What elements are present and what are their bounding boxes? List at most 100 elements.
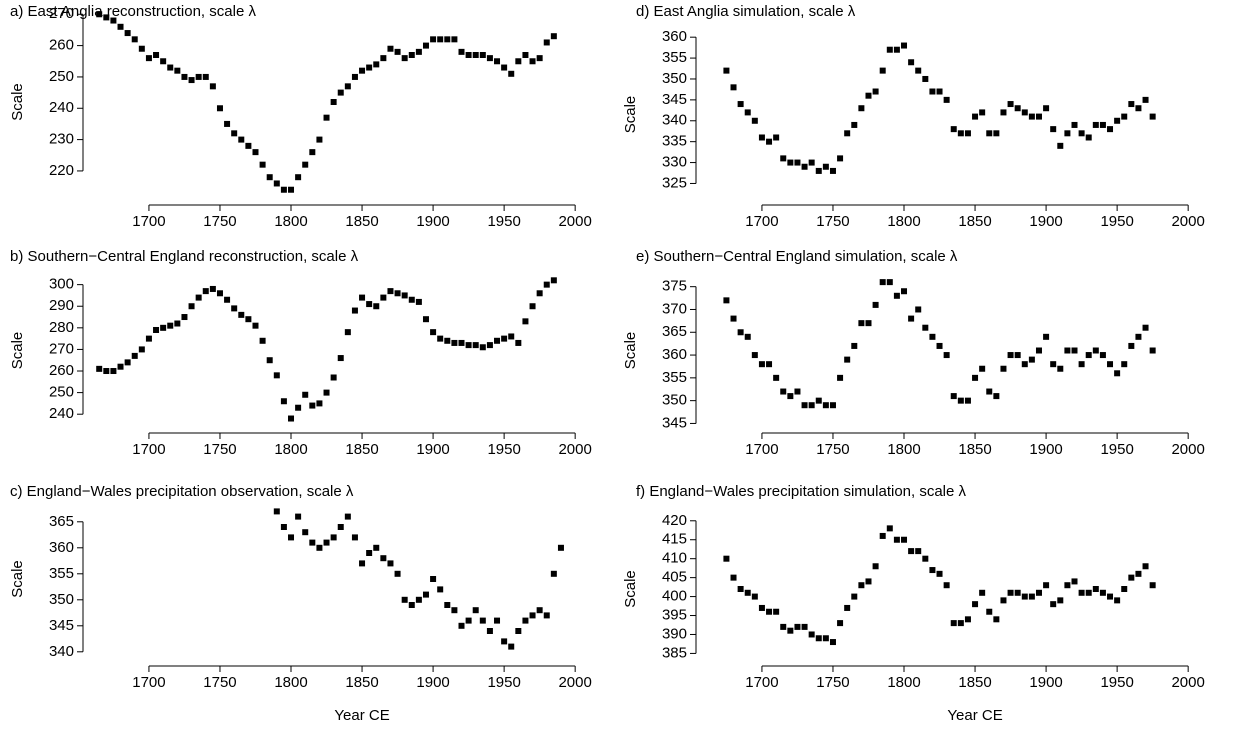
y-tick-label: 260 [49, 37, 74, 54]
point [387, 560, 394, 567]
point [444, 36, 451, 43]
point [316, 400, 323, 407]
point [837, 374, 844, 381]
point [794, 159, 801, 166]
point [380, 55, 387, 62]
point [160, 58, 167, 65]
point [829, 639, 836, 646]
point [744, 109, 751, 116]
point [174, 67, 181, 74]
point [893, 46, 900, 53]
point [815, 397, 822, 404]
point [837, 155, 844, 162]
point [401, 596, 408, 603]
point [886, 279, 893, 286]
point [1135, 105, 1142, 112]
point [494, 58, 501, 65]
y-tick-label: 345 [662, 91, 687, 108]
point [515, 339, 522, 346]
point [1057, 365, 1064, 372]
point [216, 290, 223, 297]
x-tick-label: 1700 [745, 674, 778, 691]
point [758, 134, 765, 141]
point [908, 315, 915, 322]
point [408, 296, 415, 303]
panel-title: b) Southern−Central England reconstructi… [10, 248, 359, 265]
x-tick-label: 1700 [132, 441, 165, 458]
point [351, 73, 358, 80]
point [886, 46, 893, 53]
point [479, 617, 486, 624]
y-axis-label: Scale [9, 560, 26, 598]
x-axis-label: Year CE [947, 707, 1002, 724]
point [444, 337, 451, 344]
point [901, 536, 908, 543]
x-tick-label: 2000 [558, 441, 591, 458]
point [723, 555, 730, 562]
point [1121, 586, 1128, 592]
y-tick-label: 350 [662, 70, 687, 87]
point [415, 596, 422, 603]
point [351, 534, 358, 541]
point [131, 36, 138, 43]
point [1078, 589, 1085, 596]
point [1142, 96, 1149, 103]
point [394, 570, 401, 577]
point [794, 388, 801, 395]
point [529, 303, 536, 310]
point [380, 294, 387, 301]
point [494, 337, 501, 344]
point [1007, 352, 1014, 359]
point [1085, 589, 1092, 596]
point [536, 290, 543, 297]
y-tick-label: 355 [49, 565, 74, 582]
point [302, 161, 309, 168]
point [844, 356, 851, 363]
point [957, 397, 964, 404]
point [1114, 597, 1121, 604]
point [879, 532, 886, 539]
point [851, 593, 858, 600]
point [872, 88, 879, 95]
point [501, 638, 508, 645]
point [1142, 324, 1149, 331]
point [422, 42, 429, 49]
point [323, 114, 330, 121]
x-tick-label: 1950 [1100, 213, 1133, 230]
x-tick-label: 2000 [558, 213, 591, 230]
point [908, 59, 915, 66]
x-tick-label: 1950 [487, 213, 520, 230]
y-tick-label: 400 [662, 588, 687, 605]
y-tick-label: 250 [49, 384, 74, 401]
point [451, 607, 458, 614]
point [858, 582, 865, 589]
point [844, 604, 851, 611]
point [1149, 582, 1156, 589]
point [1092, 121, 1099, 128]
point [950, 620, 957, 627]
point [1014, 589, 1021, 596]
point [295, 404, 302, 411]
x-tick-label: 1750 [203, 213, 236, 230]
point [908, 548, 915, 555]
x-tick-label: 2000 [558, 674, 591, 691]
point [536, 607, 543, 614]
point [501, 335, 508, 342]
y-tick-label: 370 [662, 300, 687, 317]
point [302, 529, 309, 536]
point [437, 36, 444, 43]
point [758, 361, 765, 368]
point [238, 136, 245, 143]
point [288, 415, 295, 422]
point [766, 361, 773, 368]
point [145, 335, 152, 342]
point [458, 48, 465, 55]
point [337, 355, 344, 362]
y-tick-label: 260 [49, 362, 74, 379]
point [851, 121, 858, 128]
point [387, 45, 394, 52]
y-tick-label: 375 [662, 278, 687, 295]
point [437, 586, 444, 593]
point [829, 402, 836, 409]
x-tick-label: 1800 [887, 674, 920, 691]
